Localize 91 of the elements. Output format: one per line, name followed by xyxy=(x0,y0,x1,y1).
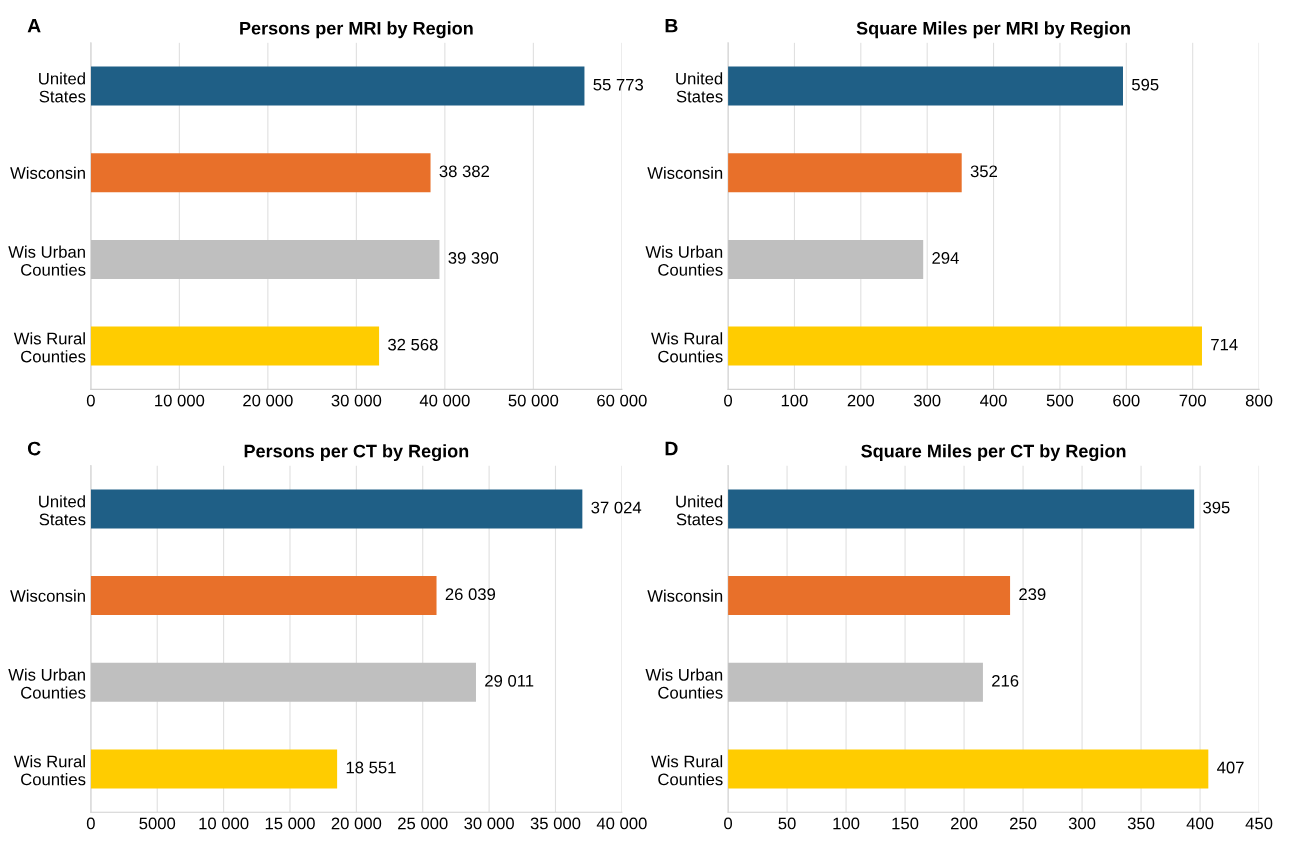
x-tick-label: 30 000 xyxy=(331,394,382,407)
x-tick-label: 250 xyxy=(1010,817,1037,830)
bar xyxy=(90,66,585,106)
bar xyxy=(90,662,476,702)
x-tick-label: 0 xyxy=(86,817,95,830)
x-tick-label: 40 000 xyxy=(596,817,647,830)
x-tick-label: 60 000 xyxy=(597,394,647,407)
data-label: 29 011 xyxy=(485,674,534,687)
data-label: 407 xyxy=(1217,761,1244,774)
x-tick-label: 100 xyxy=(833,817,860,830)
bar xyxy=(90,489,583,529)
bar xyxy=(90,153,431,193)
data-label: 32 568 xyxy=(388,338,438,351)
data-label: 37 024 xyxy=(591,501,642,514)
x-tick-label: 20 000 xyxy=(331,817,382,830)
chart-title: Square Miles per MRI by Region xyxy=(856,21,1130,39)
y-tick-label: Wis Urban Counties xyxy=(8,668,86,699)
x-tick-label: 40 000 xyxy=(419,394,470,407)
x-tick-label: 400 xyxy=(1186,817,1214,830)
x-tick-label: 10 000 xyxy=(199,817,249,830)
y-tick-label: Wisconsin xyxy=(10,166,85,179)
bar xyxy=(728,66,1123,106)
y-tick-label: Wis Urban Counties xyxy=(645,668,723,699)
bar xyxy=(728,749,1209,789)
x-tick-label: 50 000 xyxy=(508,394,559,407)
y-tick-label: United States xyxy=(39,72,86,103)
x-tick-label: 0 xyxy=(724,817,733,830)
y-tick-label: Wis Rural Counties xyxy=(651,755,723,786)
x-tick-label: 450 xyxy=(1245,817,1273,830)
x-tick-label: 100 xyxy=(781,394,808,407)
y-tick-label: Wis Rural Counties xyxy=(13,755,86,786)
text: C xyxy=(27,441,41,456)
bar xyxy=(90,749,338,789)
x-tick-label: 50 xyxy=(778,817,796,830)
bar xyxy=(728,239,924,279)
x-tick-label: 25 000 xyxy=(398,817,448,830)
x-tick-label: 5000 xyxy=(139,817,176,830)
chart-title: Square Miles per CT by Region xyxy=(861,444,1126,462)
x-tick-label: 350 xyxy=(1127,817,1155,830)
bar xyxy=(90,576,437,616)
x-tick-label: 200 xyxy=(951,817,978,830)
data-label: 239 xyxy=(1019,588,1046,601)
bar xyxy=(728,576,1011,616)
x-tick-label: 0 xyxy=(86,394,95,407)
data-label: 595 xyxy=(1131,78,1159,91)
y-tick-label: Wisconsin xyxy=(647,166,723,179)
text: A xyxy=(27,18,41,33)
x-tick-label: 200 xyxy=(847,394,875,407)
data-label: 714 xyxy=(1211,338,1238,351)
x-tick-label: 400 xyxy=(980,394,1007,407)
y-tick-label: United States xyxy=(39,495,86,526)
data-label: 395 xyxy=(1203,501,1230,514)
text: B xyxy=(665,18,678,33)
bar xyxy=(728,662,983,702)
x-tick-label: 300 xyxy=(1068,817,1096,830)
y-tick-label: Wis Urban Counties xyxy=(8,245,86,276)
y-tick-label: Wisconsin xyxy=(647,589,723,602)
bar xyxy=(90,239,440,279)
y-tick-label: Wis Rural Counties xyxy=(13,332,86,363)
text: D xyxy=(665,441,678,456)
data-label: 26 039 xyxy=(445,588,496,601)
data-label: 18 551 xyxy=(346,761,396,774)
x-tick-label: 30 000 xyxy=(464,817,514,830)
x-tick-label: 300 xyxy=(913,394,941,407)
chart-title: Persons per CT by Region xyxy=(244,444,469,462)
bar xyxy=(728,153,962,193)
data-label: 55 773 xyxy=(593,78,644,91)
y-tick-label: United States xyxy=(676,495,723,526)
data-label: 216 xyxy=(992,674,1019,687)
bar xyxy=(90,326,380,366)
bar xyxy=(728,489,1195,529)
data-label: 294 xyxy=(932,252,959,264)
x-tick-label: 700 xyxy=(1179,394,1206,407)
data-label: 352 xyxy=(970,165,997,178)
bar xyxy=(728,326,1202,366)
data-label: 38 382 xyxy=(439,165,490,178)
x-tick-label: 0 xyxy=(724,394,733,407)
y-tick-label: Wis Urban Counties xyxy=(645,245,723,276)
x-tick-label: 500 xyxy=(1046,394,1074,407)
data-label: 39 390 xyxy=(448,252,499,264)
x-tick-label: 800 xyxy=(1245,394,1273,407)
y-tick-label: Wis Rural Counties xyxy=(651,332,723,363)
x-tick-label: 150 xyxy=(892,817,919,830)
x-tick-label: 20 000 xyxy=(243,394,293,407)
x-tick-label: 600 xyxy=(1113,394,1140,407)
x-tick-label: 15 000 xyxy=(265,817,315,830)
chart-title: Persons per MRI by Region xyxy=(240,21,473,39)
y-tick-label: United States xyxy=(676,72,723,103)
x-tick-label: 10 000 xyxy=(155,394,205,407)
y-tick-label: Wisconsin xyxy=(10,589,85,602)
x-tick-label: 35 000 xyxy=(530,817,581,830)
